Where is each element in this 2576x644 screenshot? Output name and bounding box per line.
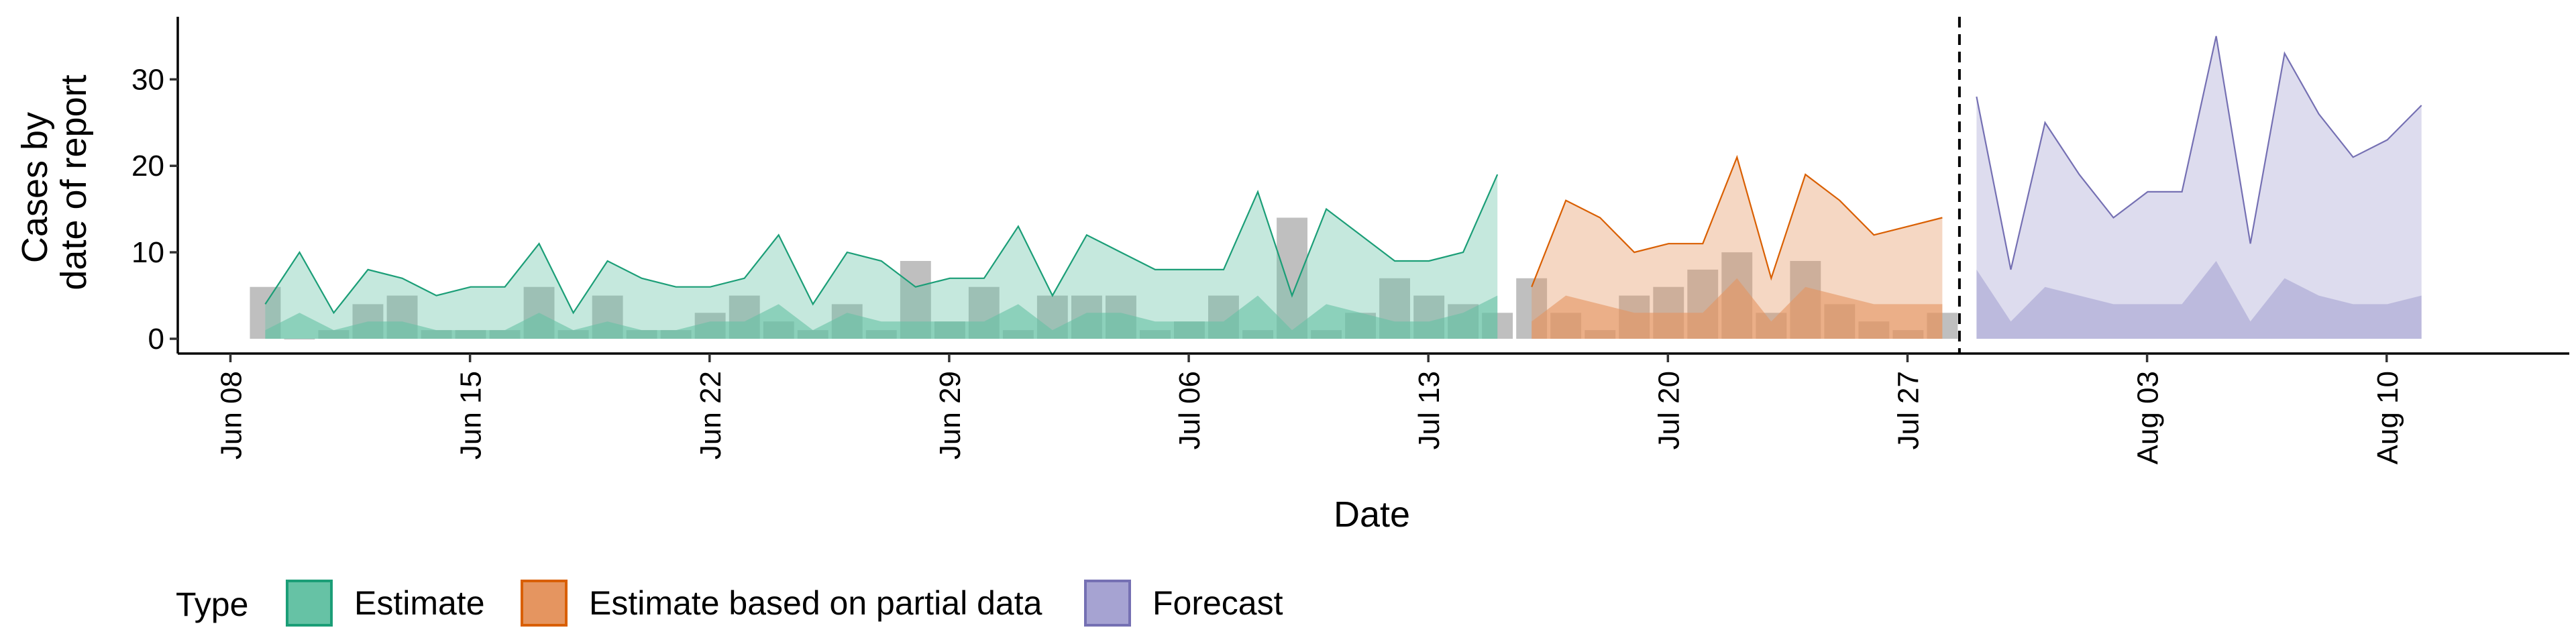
x-axis-ticks: Jun 08 Jun 15 Jun 22 Jun 29 Jul 06 Jul 13 Jul … — [215, 354, 2404, 464]
legend: Type Estimate Estimate based on partial d… — [176, 580, 1283, 627]
x-tick-label: Jul 13 — [1413, 371, 1446, 449]
axes — [176, 17, 2569, 355]
y-axis-title-line-2: date of report — [54, 74, 94, 290]
x-tick-label: Jul 06 — [1173, 371, 1206, 449]
x-tick-label: Jul 20 — [1652, 371, 1685, 449]
x-axis-title: Date — [1334, 494, 1410, 535]
estimate-upper-line — [264, 174, 1499, 315]
y-tick-label: 30 — [131, 63, 164, 96]
x-tick-label: Jul 27 — [1892, 371, 1925, 449]
legend-label: Estimate based on partial data — [589, 584, 1042, 622]
y-tick-label: 10 — [131, 236, 164, 269]
y-axis-title: Cases by date of report — [15, 74, 94, 290]
estimate-based-on-partial-data-inner-ribbon — [1532, 278, 1943, 339]
y-tick-label: 20 — [131, 150, 164, 182]
estimate-outer-ribbon — [265, 174, 1498, 339]
legend-swatch — [1084, 580, 1131, 627]
y-axis-title-line-1: Cases by — [15, 112, 55, 263]
x-tick-label: Aug 03 — [2132, 371, 2165, 464]
y-tick-label: 0 — [148, 323, 164, 356]
y-axis-ticks: 0 10 20 30 — [131, 63, 178, 356]
forecast-outer-ribbon — [1976, 36, 2422, 339]
estimate-inner-ribbon — [265, 295, 1498, 339]
x-tick-label: Jun 29 — [934, 371, 967, 460]
legend-swatch — [521, 580, 568, 627]
x-tick-label: Jun 08 — [215, 371, 248, 460]
legend-swatch — [286, 580, 333, 627]
x-tick-label: Jun 15 — [455, 371, 488, 460]
forecast-inner-ribbon — [1976, 261, 2422, 339]
legend-label: Estimate — [354, 584, 485, 622]
reported-case-bar — [1277, 217, 1307, 339]
estimate-based-on-partial-data-upper-line — [1531, 154, 1943, 288]
estimate-ribbons — [264, 36, 2422, 339]
legend-title: Type — [176, 586, 248, 623]
x-tick-label: Jun 22 — [694, 371, 727, 460]
x-tick-label: Aug 10 — [2371, 371, 2404, 464]
estimate-based-on-partial-data-outer-ribbon — [1532, 157, 1943, 339]
forecast-upper-line — [1976, 36, 2422, 270]
legend-label: Forecast — [1152, 584, 1283, 622]
